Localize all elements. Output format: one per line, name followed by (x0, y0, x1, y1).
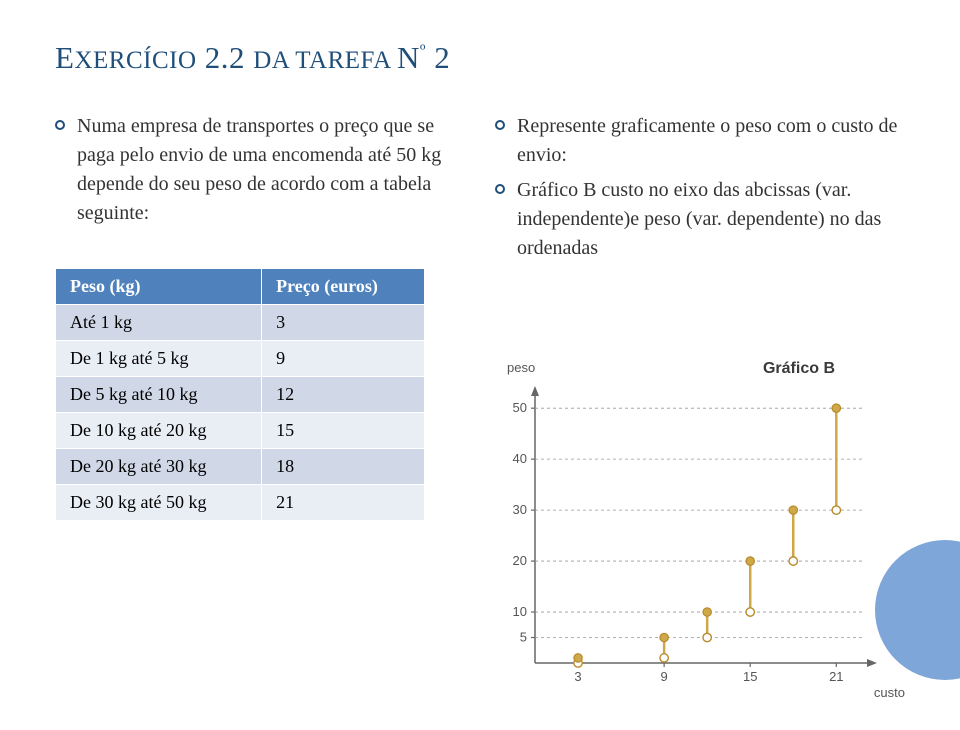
x-axis-label: custo (874, 685, 905, 700)
y-axis-label: peso (507, 360, 535, 375)
title-cap-n: N (397, 40, 420, 75)
title-num2: 2 (426, 40, 450, 75)
svg-text:9: 9 (661, 669, 668, 684)
cell-peso: Até 1 kg (56, 305, 262, 341)
svg-text:21: 21 (829, 669, 843, 684)
cell-peso: De 5 kg até 10 kg (56, 377, 262, 413)
cell-peso: De 30 kg até 50 kg (56, 485, 262, 521)
th-preco: Preço (euros) (262, 269, 425, 305)
right-bullet-2: Gráfico B custo no eixo das abcissas (va… (495, 176, 905, 263)
slide: EXERCÍCIO 2.2 DA TAREFA Nº 2 Numa empres… (0, 0, 960, 730)
right-bullet-1-text: Represente graficamente o peso com o cus… (517, 112, 905, 170)
cell-preco: 18 (262, 449, 425, 485)
bullet-icon (495, 184, 505, 194)
chart-title: Gráfico B (763, 360, 835, 378)
table-header-row: Peso (kg) Preço (euros) (56, 269, 425, 305)
right-bullets: Represente graficamente o peso com o cus… (495, 112, 905, 263)
cell-preco: 21 (262, 485, 425, 521)
cell-peso: De 1 kg até 5 kg (56, 341, 262, 377)
title-word-exercicio: XERCÍCIO (74, 47, 196, 74)
svg-text:20: 20 (513, 553, 527, 568)
table-body: Até 1 kg3De 1 kg até 5 kg9De 5 kg até 10… (56, 305, 425, 521)
left-bullet-text: Numa empresa de transportes o preço que … (77, 112, 465, 228)
cell-peso: De 10 kg até 20 kg (56, 413, 262, 449)
title-cap-e: E (55, 40, 74, 75)
chart-container: Gráfico B peso 5 10 20 30 40 50 3 9 15 21 custo (475, 360, 905, 700)
svg-text:40: 40 (513, 451, 527, 466)
svg-text:50: 50 (513, 400, 527, 415)
left-bullet-item: Numa empresa de transportes o preço que … (55, 112, 465, 228)
price-table-container: Peso (kg) Preço (euros) Até 1 kg3De 1 kg… (55, 268, 465, 521)
right-bullet-1: Represente graficamente o peso com o cus… (495, 112, 905, 170)
cell-preco: 9 (262, 341, 425, 377)
left-bullets: Numa empresa de transportes o preço que … (55, 112, 465, 228)
slide-title: EXERCÍCIO 2.2 DA TAREFA Nº 2 (55, 40, 905, 76)
table-row: Até 1 kg3 (56, 305, 425, 341)
cell-peso: De 20 kg até 30 kg (56, 449, 262, 485)
bullet-icon (495, 120, 505, 130)
left-column: Numa empresa de transportes o preço que … (55, 112, 465, 521)
table-row: De 20 kg até 30 kg18 (56, 449, 425, 485)
table-row: De 30 kg até 50 kg21 (56, 485, 425, 521)
svg-text:5: 5 (520, 630, 527, 645)
table-row: De 10 kg até 20 kg15 (56, 413, 425, 449)
svg-text:15: 15 (743, 669, 757, 684)
table-row: De 5 kg até 10 kg12 (56, 377, 425, 413)
right-bullet-2-text: Gráfico B custo no eixo das abcissas (va… (517, 176, 905, 263)
price-table: Peso (kg) Preço (euros) Até 1 kg3De 1 kg… (55, 268, 425, 521)
table-row: De 1 kg até 5 kg9 (56, 341, 425, 377)
svg-text:3: 3 (574, 669, 581, 684)
th-peso: Peso (kg) (56, 269, 262, 305)
title-num: 2.2 (197, 40, 254, 75)
svg-text:30: 30 (513, 502, 527, 517)
chart-svg: 5 10 20 30 40 50 3 9 15 21 (475, 378, 895, 688)
cell-preco: 12 (262, 377, 425, 413)
cell-preco: 15 (262, 413, 425, 449)
cell-preco: 3 (262, 305, 425, 341)
bullet-icon (55, 120, 65, 130)
svg-text:10: 10 (513, 604, 527, 619)
title-word-tarefa: DA TAREFA (253, 47, 397, 74)
